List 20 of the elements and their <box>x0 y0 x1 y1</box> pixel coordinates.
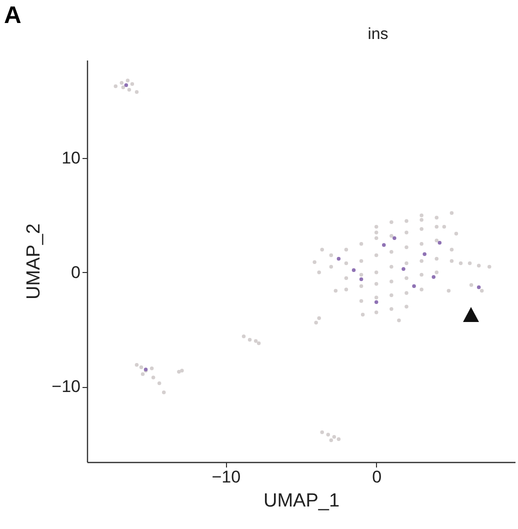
point <box>124 83 128 87</box>
y-tick-label: 10 <box>62 148 80 168</box>
point <box>382 243 386 247</box>
point <box>374 300 378 304</box>
point <box>352 268 356 272</box>
y-axis-title: UMAP_2 <box>24 223 45 300</box>
text: A <box>4 2 22 30</box>
point <box>392 236 396 240</box>
point <box>432 275 436 279</box>
point <box>402 267 406 271</box>
point <box>336 256 341 261</box>
x-axis-title: UMAP_1 <box>263 490 340 512</box>
point <box>438 240 442 245</box>
chart-title: ins <box>368 26 388 43</box>
y-tick-label: 0 <box>71 262 80 282</box>
point <box>412 284 416 288</box>
point <box>359 277 364 282</box>
point <box>476 285 481 290</box>
point <box>422 252 426 256</box>
y-tick-label: −10 <box>52 377 80 396</box>
